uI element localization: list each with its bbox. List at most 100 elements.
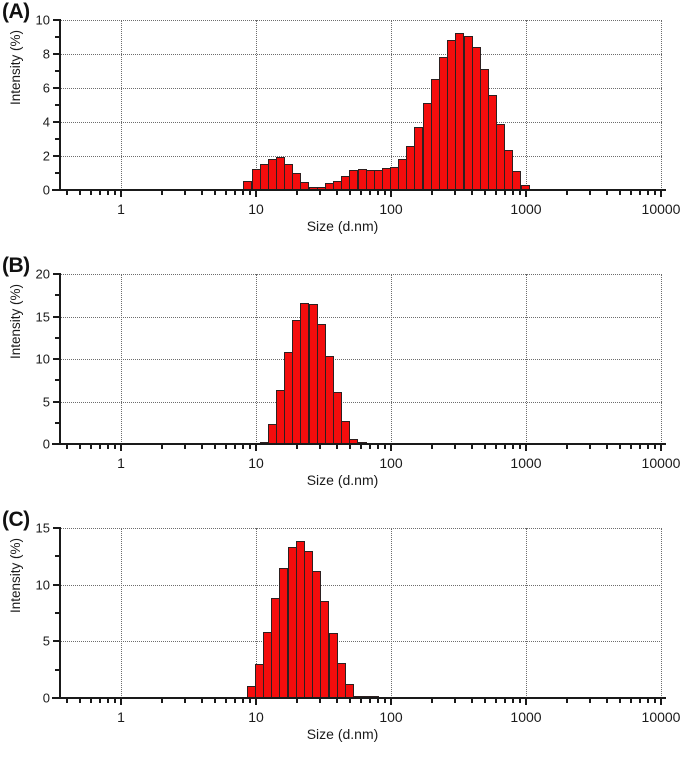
y-axis-minor-tick (55, 138, 60, 140)
x-axis-tick (255, 190, 257, 197)
x-axis-tick (255, 444, 257, 451)
gridline-vertical (391, 20, 392, 190)
x-axis-minor-tick (653, 444, 656, 449)
y-axis-tick-label: 15 (35, 309, 50, 324)
x-axis-minor-tick (113, 444, 116, 449)
x-axis-tick-label: 1 (117, 201, 125, 217)
gridline-horizontal (60, 54, 662, 55)
y-axis-tick (53, 121, 60, 123)
x-axis-tick-label: 10 (248, 455, 264, 471)
x-axis-minor-tick (113, 190, 116, 195)
y-axis-tick-label: 15 (35, 520, 50, 536)
panel-c-gridlines (60, 528, 662, 698)
x-axis-minor-tick (360, 698, 363, 703)
x-axis-minor-tick (319, 190, 322, 195)
x-axis-minor-tick (606, 190, 609, 195)
x-axis-minor-tick (606, 698, 609, 703)
x-axis-minor-tick (495, 190, 498, 195)
panel-c-label: (C) (2, 508, 30, 531)
x-axis-minor-tick (66, 444, 69, 449)
x-axis-minor-tick (248, 698, 251, 703)
x-axis-minor-tick (484, 698, 487, 703)
x-axis-minor-tick (565, 444, 568, 449)
y-axis-tick (53, 315, 60, 318)
y-axis-tick-label: 5 (42, 633, 50, 649)
x-axis-minor-tick (619, 444, 622, 449)
panel-c-y-axis-label: Intensity (%) (8, 537, 23, 613)
x-axis-tick (525, 190, 527, 197)
x-axis-tick-label: 1000 (510, 201, 542, 217)
gridline-vertical (526, 274, 527, 444)
gridline-horizontal (60, 641, 662, 643)
y-axis-minor-tick (55, 336, 60, 339)
x-axis-minor-tick (653, 698, 656, 703)
x-axis-tick-label: 100 (379, 455, 403, 471)
gridline-vertical (526, 528, 527, 698)
x-axis-minor-tick (295, 190, 298, 195)
x-axis-minor-tick (504, 444, 507, 449)
x-axis-minor-tick (430, 698, 433, 703)
y-axis-tick-label: 5 (42, 394, 50, 409)
x-axis-minor-tick (511, 444, 514, 449)
panel-a-label: (A) (2, 0, 30, 23)
x-axis-minor-tick (484, 190, 487, 195)
x-axis-minor-tick (383, 444, 386, 449)
x-axis-minor-tick (349, 444, 352, 449)
x-axis-minor-tick (504, 698, 507, 703)
gridline-horizontal (60, 316, 662, 318)
x-axis-minor-tick (66, 190, 69, 195)
x-axis-minor-tick (160, 190, 163, 195)
x-axis-minor-tick (234, 698, 237, 703)
x-axis-tick-label: 10000 (641, 455, 681, 471)
y-axis-tick-label: 10 (35, 577, 50, 593)
x-axis-tick (390, 698, 392, 705)
x-axis-minor-tick (454, 190, 457, 195)
x-axis-minor-tick (184, 190, 187, 195)
x-axis-minor-tick (454, 698, 457, 703)
panel-b-x-axis-line (52, 443, 666, 445)
x-axis-minor-tick (234, 444, 237, 449)
x-axis-minor-tick (160, 698, 163, 703)
y-axis-minor-tick (55, 36, 60, 38)
gridline-vertical (121, 528, 122, 698)
gridline-horizontal (60, 88, 662, 89)
x-axis-minor-tick (630, 444, 633, 449)
x-axis-minor-tick (430, 444, 433, 449)
y-axis-tick (53, 443, 60, 445)
x-axis-tick-label: 1000 (510, 455, 542, 471)
gridline-horizontal (60, 274, 662, 275)
x-axis-minor-tick (646, 698, 649, 703)
x-axis-minor-tick (518, 190, 521, 195)
panel-b-x-axis-label: Size (d.nm) (306, 472, 379, 488)
x-axis-minor-tick (79, 190, 82, 195)
x-axis-minor-tick (241, 698, 244, 703)
y-axis-tick (53, 19, 60, 21)
gridline-horizontal (60, 528, 662, 529)
panel-b: (B) Intensity (%) 0 5 10 15 20 1 10 100 1000 100… (0, 254, 685, 508)
panel-b-plot-area: 0 5 10 15 20 1 10 100 1000 10000 (36, 268, 681, 471)
x-axis-minor-tick (630, 190, 633, 195)
x-axis-minor-tick (201, 444, 204, 449)
y-axis-tick (53, 583, 60, 586)
x-axis-minor-tick (106, 444, 109, 449)
x-axis-minor-tick (606, 444, 609, 449)
y-axis-tick-label: 0 (42, 182, 50, 198)
x-axis-minor-tick (225, 190, 228, 195)
y-axis-tick (53, 527, 60, 529)
x-axis-minor-tick (184, 444, 187, 449)
x-axis-minor-tick (214, 190, 217, 195)
gridline-vertical (526, 20, 527, 190)
x-axis-tick-label: 10 (248, 709, 264, 725)
panel-a-bars (60, 20, 662, 190)
x-axis-minor-tick (214, 444, 217, 449)
y-axis-tick-label: 6 (42, 80, 50, 96)
x-axis-tick-label: 10000 (641, 201, 681, 217)
x-axis-minor-tick (454, 444, 457, 449)
x-axis-minor-tick (79, 444, 82, 449)
panel-c-x-axis-line (52, 697, 666, 699)
gridline-horizontal (60, 401, 662, 403)
x-axis-minor-tick (336, 190, 339, 195)
x-axis-minor-tick (99, 698, 102, 703)
gridline-horizontal (60, 156, 662, 157)
